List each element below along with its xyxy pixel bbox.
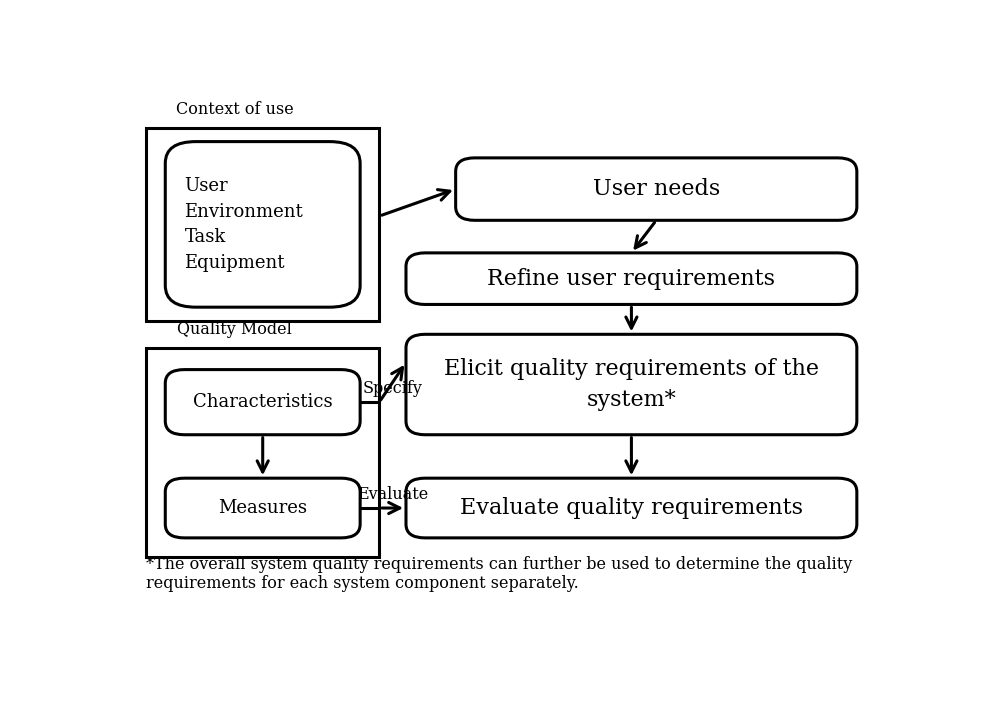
FancyBboxPatch shape bbox=[146, 348, 380, 557]
Text: Refine user requirements: Refine user requirements bbox=[487, 268, 775, 290]
Text: Characteristics: Characteristics bbox=[193, 393, 332, 411]
FancyBboxPatch shape bbox=[406, 478, 857, 538]
FancyBboxPatch shape bbox=[166, 142, 360, 307]
Text: Evaluate: Evaluate bbox=[357, 486, 428, 503]
FancyBboxPatch shape bbox=[166, 369, 360, 435]
Text: Measures: Measures bbox=[218, 499, 308, 517]
Text: User
Environment
Task
Equipment: User Environment Task Equipment bbox=[184, 177, 303, 272]
FancyBboxPatch shape bbox=[406, 334, 857, 435]
Text: requirements for each system component separately.: requirements for each system component s… bbox=[146, 575, 579, 592]
FancyBboxPatch shape bbox=[166, 478, 360, 538]
Text: Evaluate quality requirements: Evaluate quality requirements bbox=[459, 497, 803, 519]
Text: *The overall system quality requirements can further be used to determine the qu: *The overall system quality requirements… bbox=[146, 556, 853, 573]
FancyBboxPatch shape bbox=[146, 128, 380, 321]
Text: Quality Model: Quality Model bbox=[177, 321, 292, 338]
FancyBboxPatch shape bbox=[406, 253, 857, 305]
FancyBboxPatch shape bbox=[456, 158, 857, 220]
Text: Context of use: Context of use bbox=[176, 102, 294, 118]
Text: Elicit quality requirements of the
system*: Elicit quality requirements of the syste… bbox=[444, 358, 819, 411]
Text: User needs: User needs bbox=[593, 178, 720, 200]
Text: Specify: Specify bbox=[363, 380, 423, 397]
